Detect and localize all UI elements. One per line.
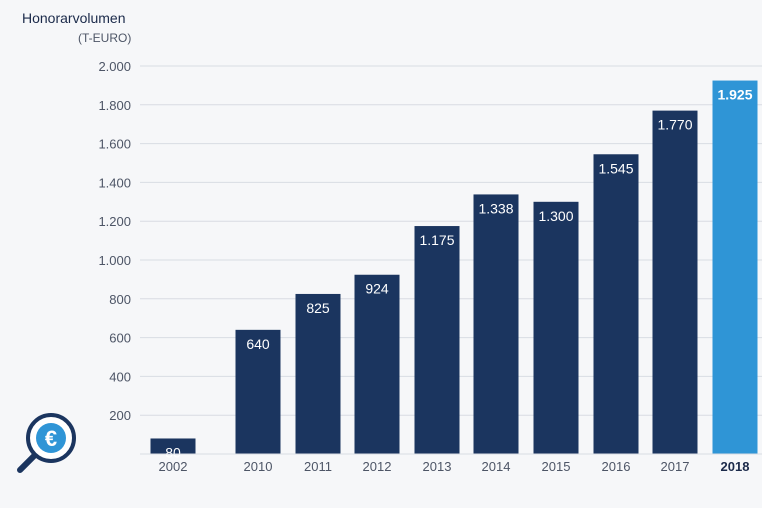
- x-tick-label-2012: 2012: [363, 459, 392, 474]
- data-label-2014: 1.338: [478, 200, 513, 216]
- x-tick-label-2014: 2014: [482, 459, 511, 474]
- y-tick-label: 1.600: [98, 137, 131, 152]
- x-tick-label-2011: 2011: [304, 459, 332, 474]
- data-label-2016: 1.545: [598, 160, 633, 176]
- bar-2014: [473, 194, 519, 455]
- y-tick-label: 1.400: [98, 175, 131, 190]
- bar-2017: [652, 110, 698, 455]
- x-tick-label-2016: 2016: [602, 459, 631, 474]
- bar-2012: [354, 274, 400, 454]
- data-label-2018: 1.925: [717, 87, 752, 103]
- y-tick-label: 600: [109, 331, 131, 346]
- chart-subtitle: (T-EURO): [78, 31, 131, 45]
- x-tick-label-2010: 2010: [244, 459, 273, 474]
- data-label-2010: 640: [246, 336, 270, 352]
- y-tick-label: 1.200: [98, 214, 131, 229]
- bar-2018: [712, 80, 758, 455]
- bar-2011: [295, 293, 341, 454]
- euro-magnifier-icon: €: [17, 413, 76, 473]
- data-label-2017: 1.770: [657, 117, 692, 133]
- data-label-2011: 825: [306, 300, 330, 316]
- x-tick-label-2017: 2017: [661, 459, 690, 474]
- euro-glyph: €: [45, 426, 57, 451]
- bar-2013: [414, 226, 460, 454]
- x-tick-label-2015: 2015: [542, 459, 571, 474]
- chart-title: Honorarvolumen: [22, 10, 126, 26]
- data-label-2002: 80: [165, 444, 181, 460]
- y-tick-label: 400: [109, 369, 131, 384]
- x-tick-label-2013: 2013: [423, 459, 452, 474]
- bar-2015: [533, 201, 579, 454]
- data-label-2012: 924: [365, 281, 389, 297]
- y-tick-label: 2.000: [98, 59, 131, 74]
- x-axis-ticks: 2002 2010 2011 2012 2013 2014 2015 2016 2017 2018: [159, 459, 750, 474]
- data-label-2013: 1.175: [419, 232, 454, 248]
- bars: 80 640 825 924 1.175 1.338 1.300 1.545 1.770 1.92…: [150, 80, 758, 460]
- bar-2002: [150, 438, 196, 454]
- y-axis-ticks: 200 400 600 800 1.000 1.200 1.400 1.600 1.800 2.0…: [98, 59, 131, 423]
- bar-2010: [235, 329, 281, 454]
- data-label-2015: 1.300: [538, 208, 573, 224]
- y-tick-label: 200: [109, 408, 131, 423]
- bar-2016: [593, 154, 639, 454]
- y-tick-label: 800: [109, 292, 131, 307]
- y-tick-label: 1.800: [98, 98, 131, 113]
- x-tick-label-2018: 2018: [721, 459, 750, 474]
- x-tick-label-2002: 2002: [159, 459, 188, 474]
- y-tick-label: 1.000: [98, 253, 131, 268]
